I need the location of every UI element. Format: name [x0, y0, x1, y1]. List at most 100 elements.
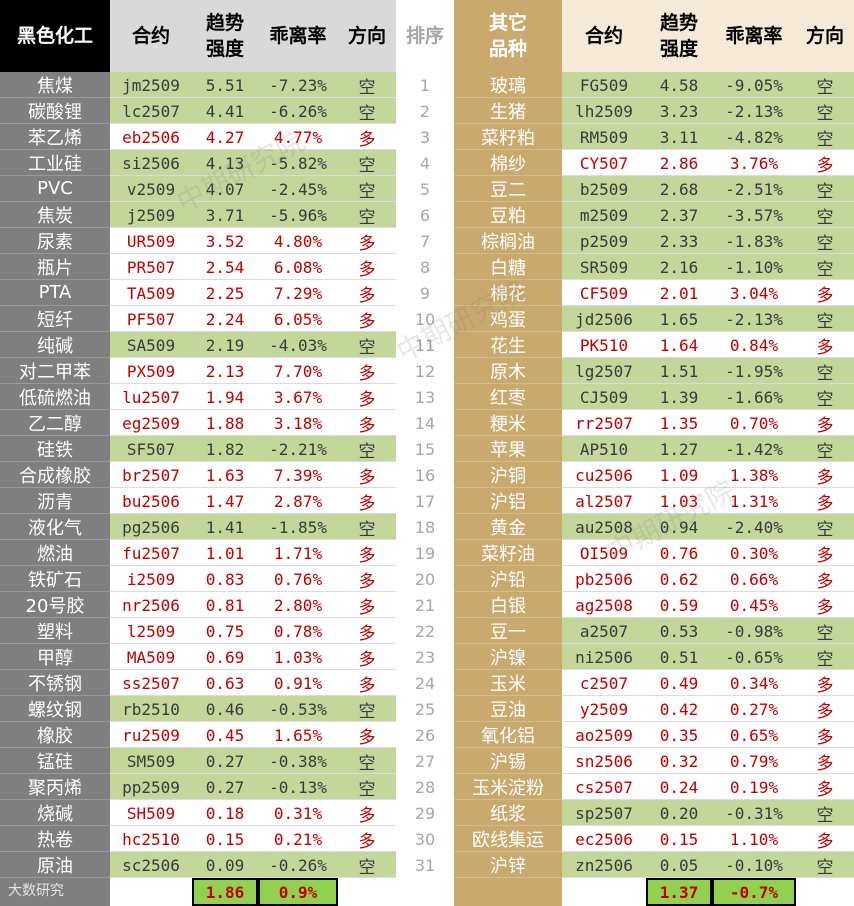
row-divider	[562, 227, 854, 228]
row-divider	[110, 279, 396, 280]
right-name-cell: 沪锌	[454, 852, 562, 878]
right-strength-cell: 0.53	[646, 618, 712, 644]
left-direction-cell: 空	[338, 332, 396, 358]
left-name-cell: PTA	[0, 280, 110, 306]
right-direction-cell: 多	[796, 488, 854, 514]
left-direction-cell: 多	[338, 800, 396, 826]
left-direction-cell: 多	[338, 462, 396, 488]
left-direction-cell: 多	[338, 592, 396, 618]
row-divider	[110, 149, 396, 150]
left-strength-cell: 2.24	[192, 306, 258, 332]
right-contract-cell: b2509	[562, 176, 646, 202]
rank-cell: 28	[396, 774, 454, 800]
left-deviation-cell: -1.85%	[258, 514, 338, 540]
right-direction-cell: 多	[796, 670, 854, 696]
left-deviation-cell: 7.29%	[258, 280, 338, 306]
row-divider	[110, 487, 396, 488]
right-strength-cell: 0.59	[646, 592, 712, 618]
rank-cell: 17	[396, 488, 454, 514]
left-contract-cell: j2509	[110, 202, 192, 228]
right-strength-cell: 2.68	[646, 176, 712, 202]
right-contract-cell: PK510	[562, 332, 646, 358]
row-divider	[562, 409, 854, 410]
right-strength-cell: 0.35	[646, 722, 712, 748]
right-deviation-cell: -1.42%	[712, 436, 796, 462]
row-divider	[110, 669, 396, 670]
left-deviation-cell: 3.18%	[258, 410, 338, 436]
right-contract-cell: SR509	[562, 254, 646, 280]
rank-cell: 16	[396, 462, 454, 488]
right-deviation-cell: -3.57%	[712, 202, 796, 228]
right-direction-cell: 空	[796, 800, 854, 826]
right-direction-cell: 空	[796, 618, 854, 644]
right-direction-cell: 多	[796, 566, 854, 592]
row-divider	[562, 253, 854, 254]
left-name-cell: 沥青	[0, 488, 110, 514]
right-direction-cell: 空	[796, 202, 854, 228]
left-deviation-cell: -2.45%	[258, 176, 338, 202]
left-direction-cell: 多	[338, 670, 396, 696]
left-name-cell: 液化气	[0, 514, 110, 540]
rank-cell: 5	[396, 176, 454, 202]
right-direction-cell: 空	[796, 514, 854, 540]
row-divider	[110, 539, 396, 540]
left-strength-cell: 0.46	[192, 696, 258, 722]
left-contract-cell: SA509	[110, 332, 192, 358]
right-contract-cell: c2507	[562, 670, 646, 696]
row-divider	[110, 175, 396, 176]
rank-cell: 10	[396, 306, 454, 332]
left-contract-cell: pp2509	[110, 774, 192, 800]
left-strength-header: 趋势 强度	[192, 0, 258, 72]
right-avg-deviation: -0.7%	[712, 878, 796, 906]
left-name-cell: 短纤	[0, 306, 110, 332]
right-name-cell: 黄金	[454, 514, 562, 540]
right-contract-cell: CY507	[562, 150, 646, 176]
right-contract-cell: au2508	[562, 514, 646, 540]
right-contract-cell: zn2506	[562, 852, 646, 878]
row-divider	[110, 695, 396, 696]
right-direction-cell: 空	[796, 384, 854, 410]
right-contract-cell: cu2506	[562, 462, 646, 488]
right-name-cell: 棉纱	[454, 150, 562, 176]
row-divider	[562, 487, 854, 488]
left-direction-cell: 空	[338, 72, 396, 98]
left-name-cell: 塑料	[0, 618, 110, 644]
row-divider	[562, 591, 854, 592]
right-strength-cell: 3.11	[646, 124, 712, 150]
right-direction-cell: 空	[796, 852, 854, 878]
left-direction-cell: 空	[338, 852, 396, 878]
right-deviation-cell: 1.10%	[712, 826, 796, 852]
rank-cell: 7	[396, 228, 454, 254]
right-strength-cell: 0.05	[646, 852, 712, 878]
right-name-cell: 沪铜	[454, 462, 562, 488]
right-direction-cell: 多	[796, 826, 854, 852]
left-name-cell: 橡胶	[0, 722, 110, 748]
left-contract-cell: MA509	[110, 644, 192, 670]
right-contract-cell: ec2506	[562, 826, 646, 852]
left-strength-cell: 0.27	[192, 774, 258, 800]
right-deviation-cell: -2.13%	[712, 98, 796, 124]
right-strength-cell: 0.94	[646, 514, 712, 540]
rank-cell: 24	[396, 670, 454, 696]
right-contract-cell: AP510	[562, 436, 646, 462]
left-deviation-header: 乖离率	[258, 0, 338, 72]
right-name-cell: 氧化铝	[454, 722, 562, 748]
right-deviation-cell: 0.65%	[712, 722, 796, 748]
row-divider	[562, 747, 854, 748]
row-divider	[562, 721, 854, 722]
rank-cell: 9	[396, 280, 454, 306]
left-deviation-cell: 1.65%	[258, 722, 338, 748]
rank-cell: 29	[396, 800, 454, 826]
left-strength-cell: 2.13	[192, 358, 258, 384]
left-deviation-cell: -0.38%	[258, 748, 338, 774]
rank-cell: 31	[396, 852, 454, 878]
left-contract-cell: SM509	[110, 748, 192, 774]
left-name-cell: 20号胶	[0, 592, 110, 618]
right-deviation-cell: -0.10%	[712, 852, 796, 878]
left-strength-cell: 0.83	[192, 566, 258, 592]
rank-cell: 21	[396, 592, 454, 618]
left-contract-cell: PF507	[110, 306, 192, 332]
right-category-header: 其它 品种	[454, 0, 562, 72]
left-name-cell: 尿素	[0, 228, 110, 254]
right-deviation-cell: 1.38%	[712, 462, 796, 488]
